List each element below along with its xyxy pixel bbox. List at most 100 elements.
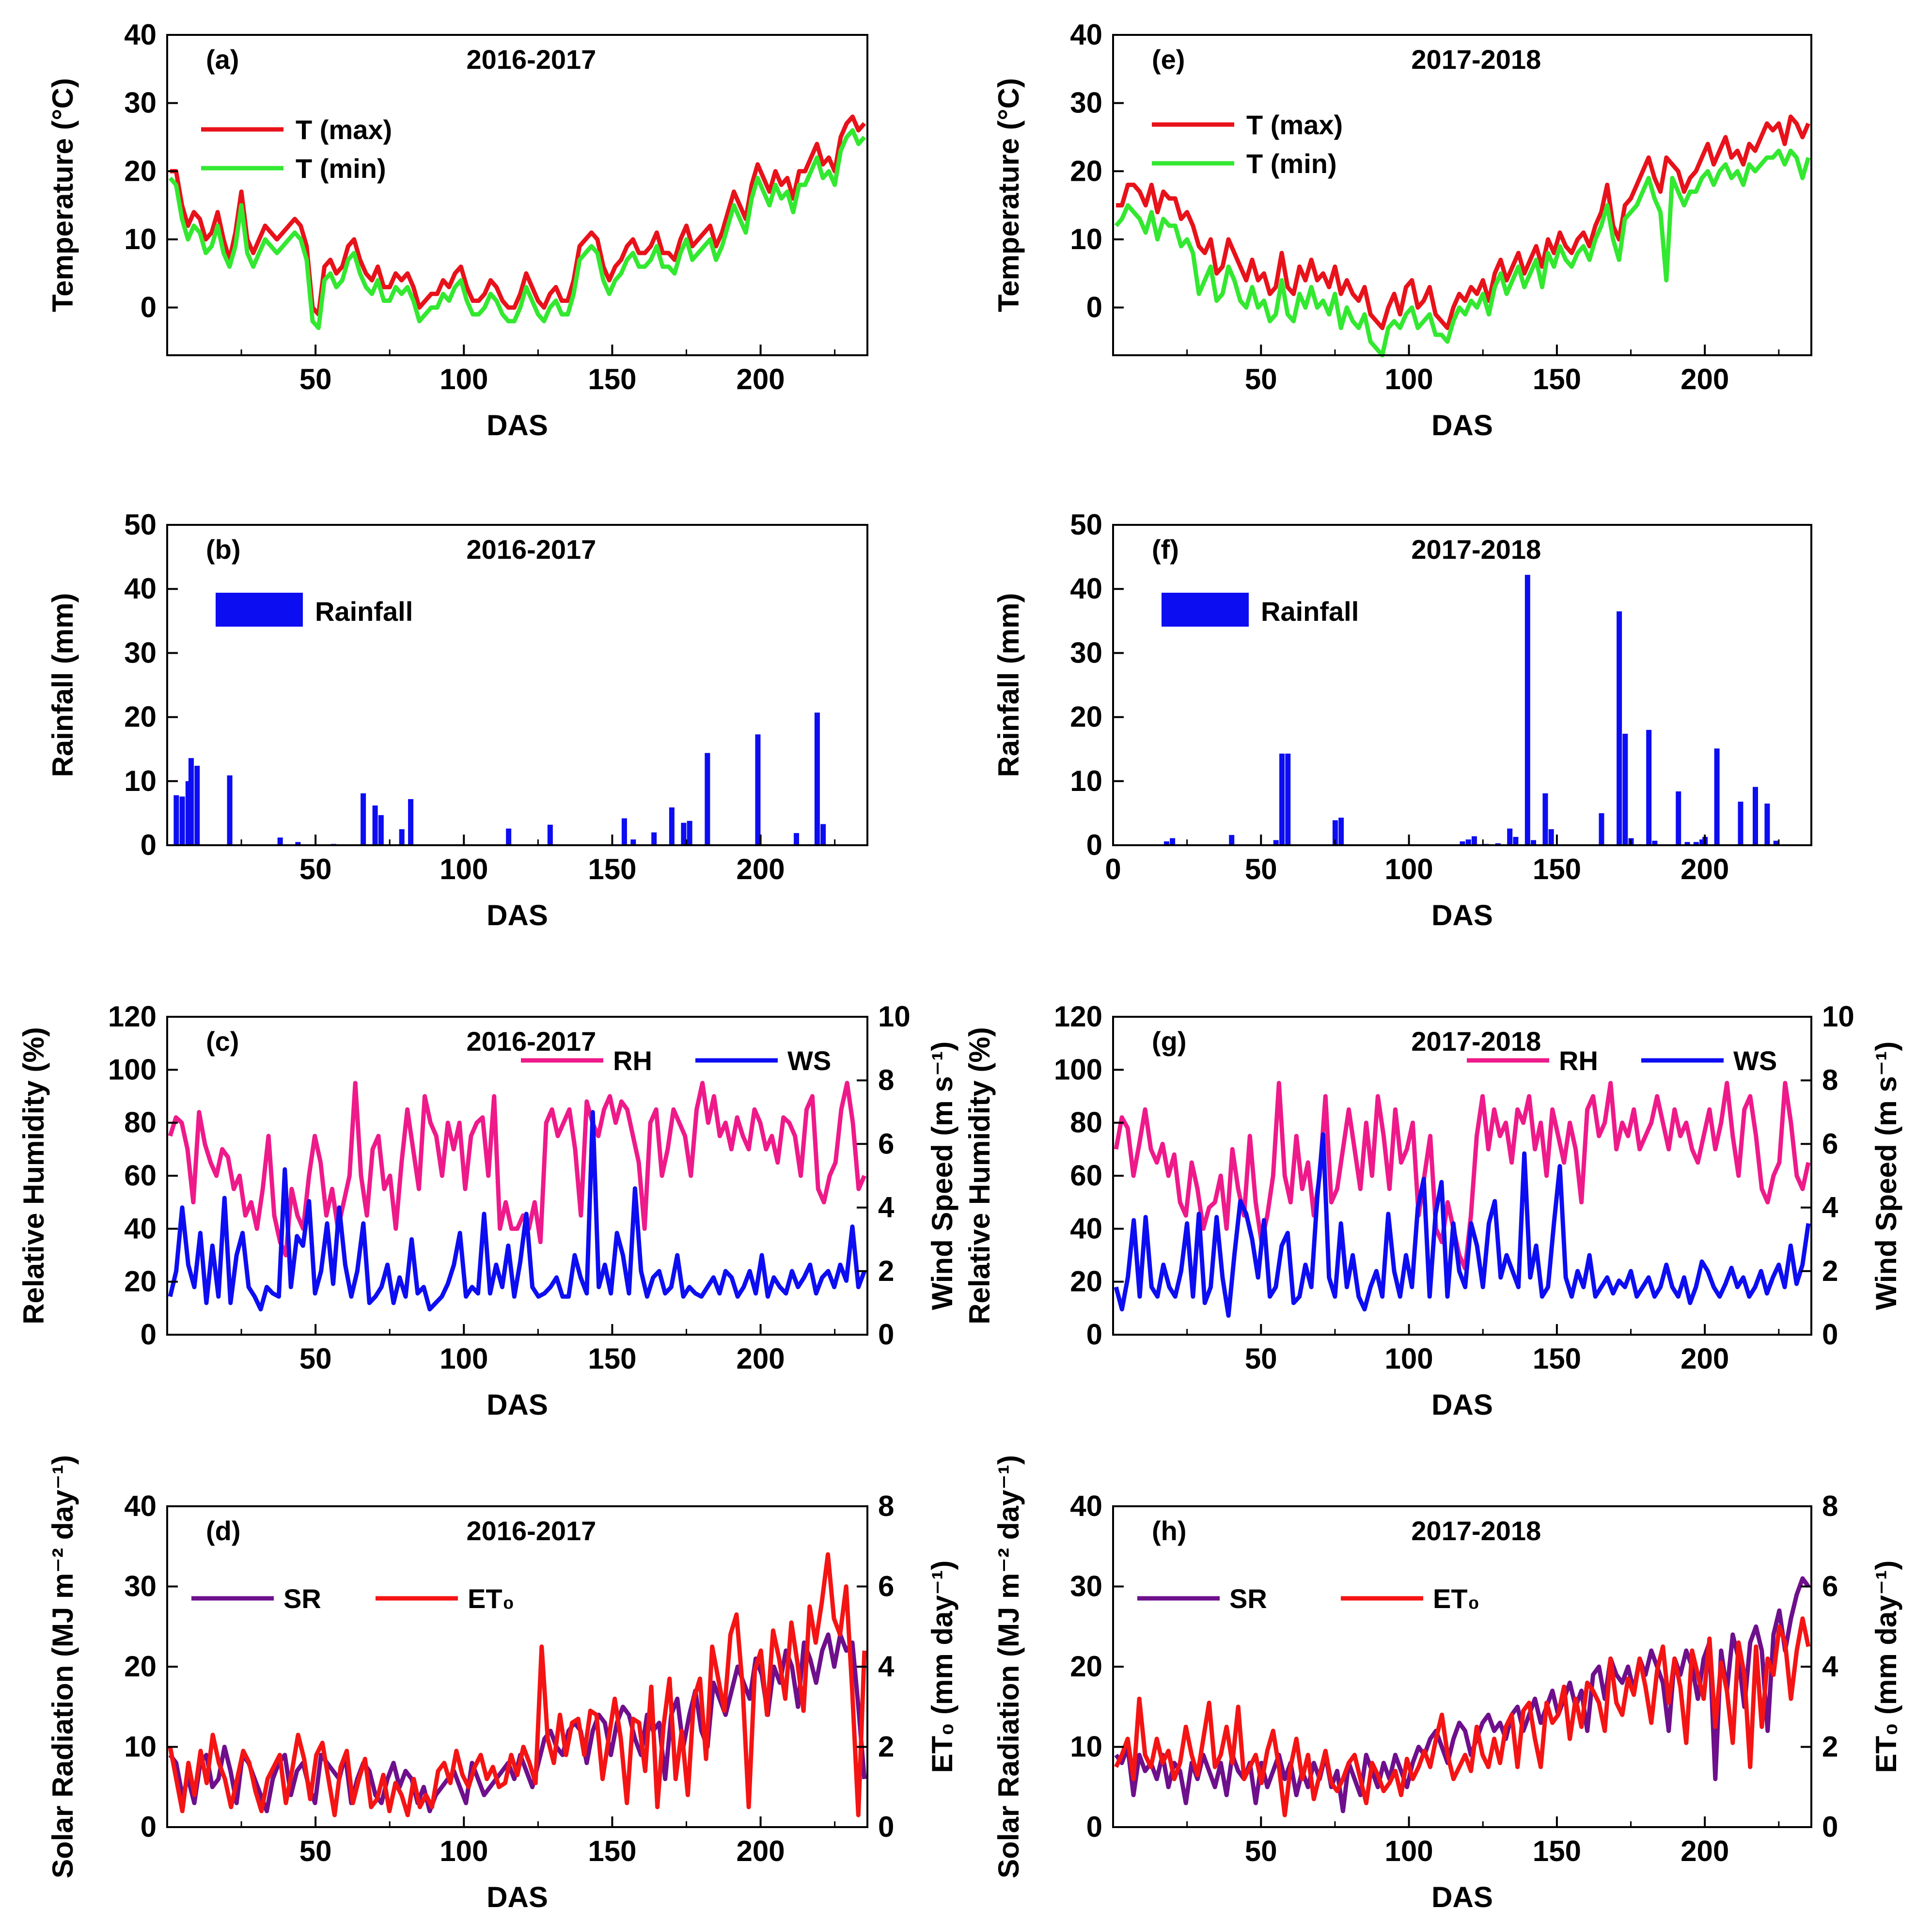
- season-title: 2017-2018: [1411, 1515, 1541, 1546]
- plot-frame: [166, 524, 868, 846]
- rain-bar: [1646, 730, 1652, 845]
- rain-bar: [1163, 841, 1169, 845]
- y-right-tick-label: 8: [1822, 1490, 1838, 1522]
- rain-bar: [1531, 840, 1537, 845]
- x-tick-label: 100: [1385, 1835, 1433, 1867]
- panel-tag: (g): [1152, 1026, 1187, 1057]
- y-right-tick-label: 0: [878, 1318, 894, 1351]
- rain-bar: [1652, 840, 1658, 845]
- legend-label: T (min): [1246, 148, 1337, 179]
- rain-bar: [1507, 828, 1513, 845]
- rain-bar: [814, 712, 820, 845]
- y-tick-label: 40: [124, 1212, 157, 1245]
- x-tick-label: 150: [588, 1835, 636, 1867]
- panel-tag: (c): [206, 1026, 239, 1057]
- y-right-tick-label: 8: [878, 1490, 894, 1522]
- legend-label: ET₀: [468, 1583, 515, 1614]
- y-tick-label: 0: [141, 829, 157, 861]
- panel-tag: (f): [1152, 534, 1179, 565]
- y-tick-label: 50: [1070, 508, 1102, 541]
- rain-bar: [1279, 753, 1285, 845]
- y-right-tick-label: 6: [878, 1127, 894, 1160]
- panel-g: 50 100 150 200 0 20 40 60 80 100 120 0 2 4 6 8 10 DAS Rela…: [963, 1000, 1902, 1421]
- rain-bar: [1714, 748, 1720, 845]
- legend-label: RH: [613, 1045, 652, 1076]
- y-axis-label: Solar Radiation (MJ m⁻² day⁻¹): [992, 1455, 1025, 1878]
- y-tick-label: 0: [141, 1811, 157, 1843]
- y-axis-label: Temperature (°C): [992, 78, 1025, 312]
- y-axis-label: Temperature (°C): [47, 78, 79, 312]
- legend-label: Rainfall: [1261, 596, 1359, 627]
- x-tick-label: 50: [299, 363, 332, 395]
- y-tick-label: 0: [1086, 829, 1102, 861]
- legend-label: SR: [1229, 1583, 1267, 1614]
- x-tick-label: 100: [1385, 1342, 1433, 1375]
- legend-label: ET₀: [1433, 1583, 1480, 1614]
- y-right-tick-label: 4: [878, 1650, 895, 1683]
- legend-label: T (max): [296, 114, 392, 145]
- y-tick-label: 30: [124, 87, 157, 119]
- y-right-tick-label: 0: [1822, 1811, 1838, 1843]
- y-tick-label: 20: [1070, 155, 1102, 187]
- rain-bar: [687, 820, 692, 845]
- panel-e: 50 100 150 200 0 10 20 30 40 DAS Temperature (°C) (…: [992, 18, 1812, 442]
- rain-bar: [755, 734, 761, 845]
- rain-bar: [506, 828, 512, 845]
- rain-bar: [399, 829, 405, 845]
- y-tick-label: 40: [1070, 572, 1102, 605]
- rain-bar: [1273, 840, 1279, 845]
- y-right-tick-label: 0: [878, 1811, 894, 1843]
- rain-bar: [361, 793, 366, 845]
- panel-tag: (b): [206, 534, 241, 565]
- series-line-tmin: [1114, 148, 1811, 358]
- x-tick-label: 100: [1385, 853, 1433, 885]
- rain-bar: [1599, 813, 1604, 845]
- x-axis-label: DAS: [1431, 1389, 1493, 1421]
- rain-bar: [1684, 842, 1690, 845]
- rain-bar: [1229, 835, 1235, 845]
- legend-label: WS: [1733, 1045, 1777, 1076]
- y-tick-label: 0: [1086, 291, 1102, 324]
- rain-bar: [651, 832, 657, 845]
- panel-a: 50 100 150 200 0 10 20 30 40 DAS Temperature (°C) (…: [47, 18, 868, 442]
- y-tick-label: 10: [124, 1731, 157, 1763]
- x-axis-label: DAS: [1431, 1881, 1493, 1913]
- y-right-tick-label: 6: [878, 1570, 894, 1603]
- x-tick-label: 200: [1681, 363, 1729, 395]
- series-line-rh: [1114, 1081, 1811, 1271]
- y-tick-label: 10: [1070, 223, 1102, 255]
- rain-bar: [1617, 611, 1622, 845]
- x-tick-label: 200: [1681, 1835, 1729, 1867]
- x-tick-label: 200: [1681, 1342, 1729, 1375]
- y-tick-label: 10: [124, 765, 157, 797]
- panel-b: 50 100 150 200 0 10 20 30 40 50 DAS Rainfall (mm) (b…: [47, 508, 868, 931]
- panel-tag: (a): [206, 44, 239, 75]
- x-tick-label: 50: [1245, 1342, 1277, 1375]
- rain-bar: [681, 822, 687, 845]
- y-tick-label: 100: [1054, 1053, 1102, 1086]
- y-right-tick-label: 2: [878, 1255, 894, 1287]
- season-title: 2017-2018: [1411, 1026, 1541, 1057]
- x-tick-label: 50: [299, 853, 332, 885]
- legend-swatch: [1162, 593, 1249, 627]
- y-tick-label: 30: [1070, 636, 1102, 669]
- y-tick-label: 80: [124, 1106, 157, 1139]
- legend-label: T (min): [296, 153, 386, 184]
- x-tick-label: 150: [1533, 1835, 1581, 1867]
- rain-bar: [1170, 838, 1176, 845]
- rain-bar: [227, 775, 233, 845]
- rain-bar: [179, 796, 185, 845]
- y-right-tick-label: 6: [1822, 1127, 1838, 1160]
- x-tick-label: 100: [440, 853, 488, 885]
- rain-bar: [1738, 802, 1744, 845]
- y-axis-label: Rainfall (mm): [47, 593, 79, 777]
- rain-bar: [1693, 842, 1699, 845]
- y-tick-label: 120: [108, 1000, 157, 1033]
- series-line-et: [1114, 1616, 1811, 1817]
- y-tick-label: 40: [124, 572, 157, 605]
- rain-bar: [1764, 804, 1770, 845]
- rain-bar: [1773, 840, 1779, 845]
- y-right-tick-label: 2: [1822, 1255, 1838, 1287]
- y-right-tick-label: 2: [878, 1731, 894, 1763]
- season-title: 2016-2017: [466, 534, 596, 565]
